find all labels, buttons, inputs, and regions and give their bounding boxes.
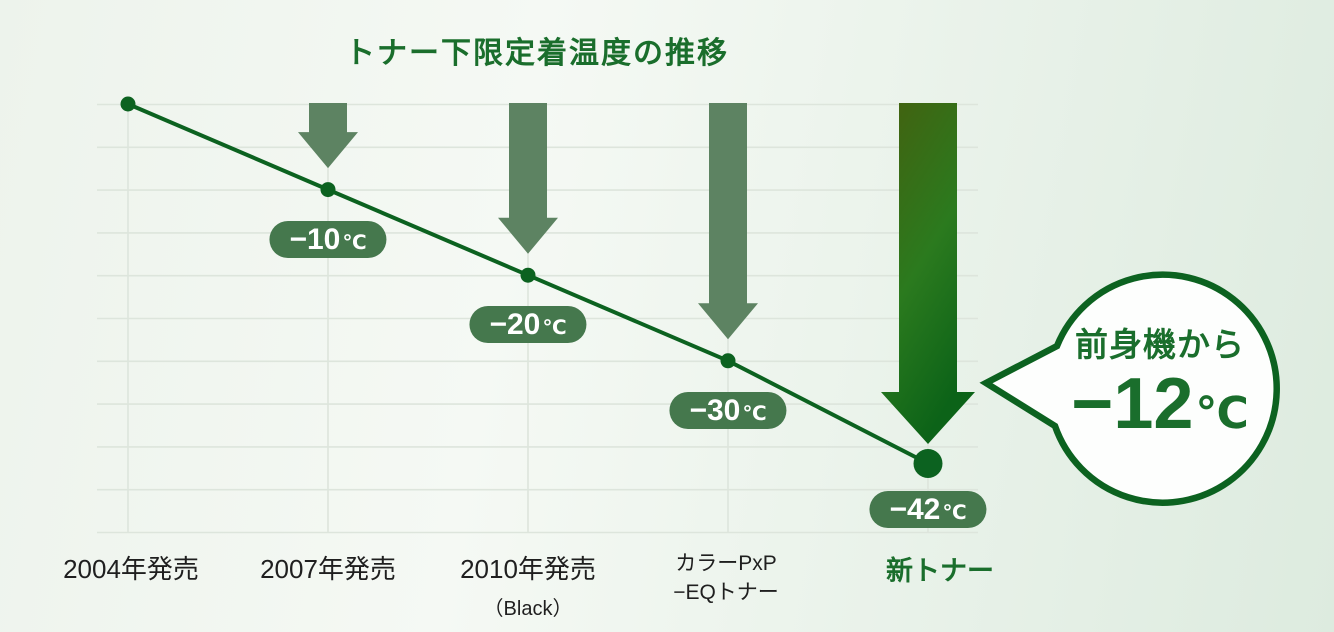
data-point <box>720 353 736 369</box>
drop-arrow <box>498 103 558 254</box>
drop-arrow <box>698 103 758 340</box>
drop-arrow <box>298 103 358 169</box>
x-axis-label-line2: （Black） <box>483 598 573 620</box>
data-point <box>120 96 136 112</box>
point-label-value: −10 <box>289 222 341 256</box>
point-label-unit: ℃ <box>542 317 567 340</box>
point-label-value: −20 <box>489 308 541 342</box>
point-label-value: −42 <box>889 492 941 526</box>
point-label-value: −30 <box>689 393 741 427</box>
x-axis-label: 新トナー <box>886 549 994 588</box>
x-axis-label-line2: −EQトナー <box>673 581 779 604</box>
x-axis-label: 2010年発売 （Black） <box>460 549 596 621</box>
x-axis-label: 2004年発売 <box>63 549 199 586</box>
point-label-pill: −30 ℃ <box>669 391 787 429</box>
x-axis-label-line1: カラーPxP <box>675 552 777 575</box>
x-axis-label: 2007年発売 <box>260 549 396 586</box>
callout-value-number: −12 <box>1071 364 1194 444</box>
drop-arrow-large <box>881 103 975 445</box>
point-label-pill: −10 ℃ <box>269 220 387 258</box>
data-point <box>913 449 943 479</box>
data-point <box>520 267 536 283</box>
x-axis-label-line1: 2004年発売 <box>63 554 199 584</box>
x-axis-label-line1: 新トナー <box>886 556 994 586</box>
x-axis-label: カラーPxP −EQトナー <box>673 549 779 607</box>
point-label-pill: −20 ℃ <box>469 306 587 344</box>
chart-title: トナー下限定着温度の推移 <box>345 37 729 70</box>
x-axis-label-line1: 2010年発売 <box>460 554 596 584</box>
point-label-unit: ℃ <box>742 402 767 425</box>
point-label-pill: −42 ℃ <box>869 490 987 528</box>
data-point <box>320 182 336 198</box>
callout-value: −12℃ <box>1025 366 1295 452</box>
point-label-unit: ℃ <box>942 501 967 524</box>
point-label-unit: ℃ <box>342 231 367 254</box>
callout-value-unit: ℃ <box>1195 389 1249 438</box>
callout-bubble <box>979 271 1280 506</box>
callout-text: 前身機から <box>1075 326 1245 363</box>
x-axis-label-line1: 2007年発売 <box>260 554 396 584</box>
